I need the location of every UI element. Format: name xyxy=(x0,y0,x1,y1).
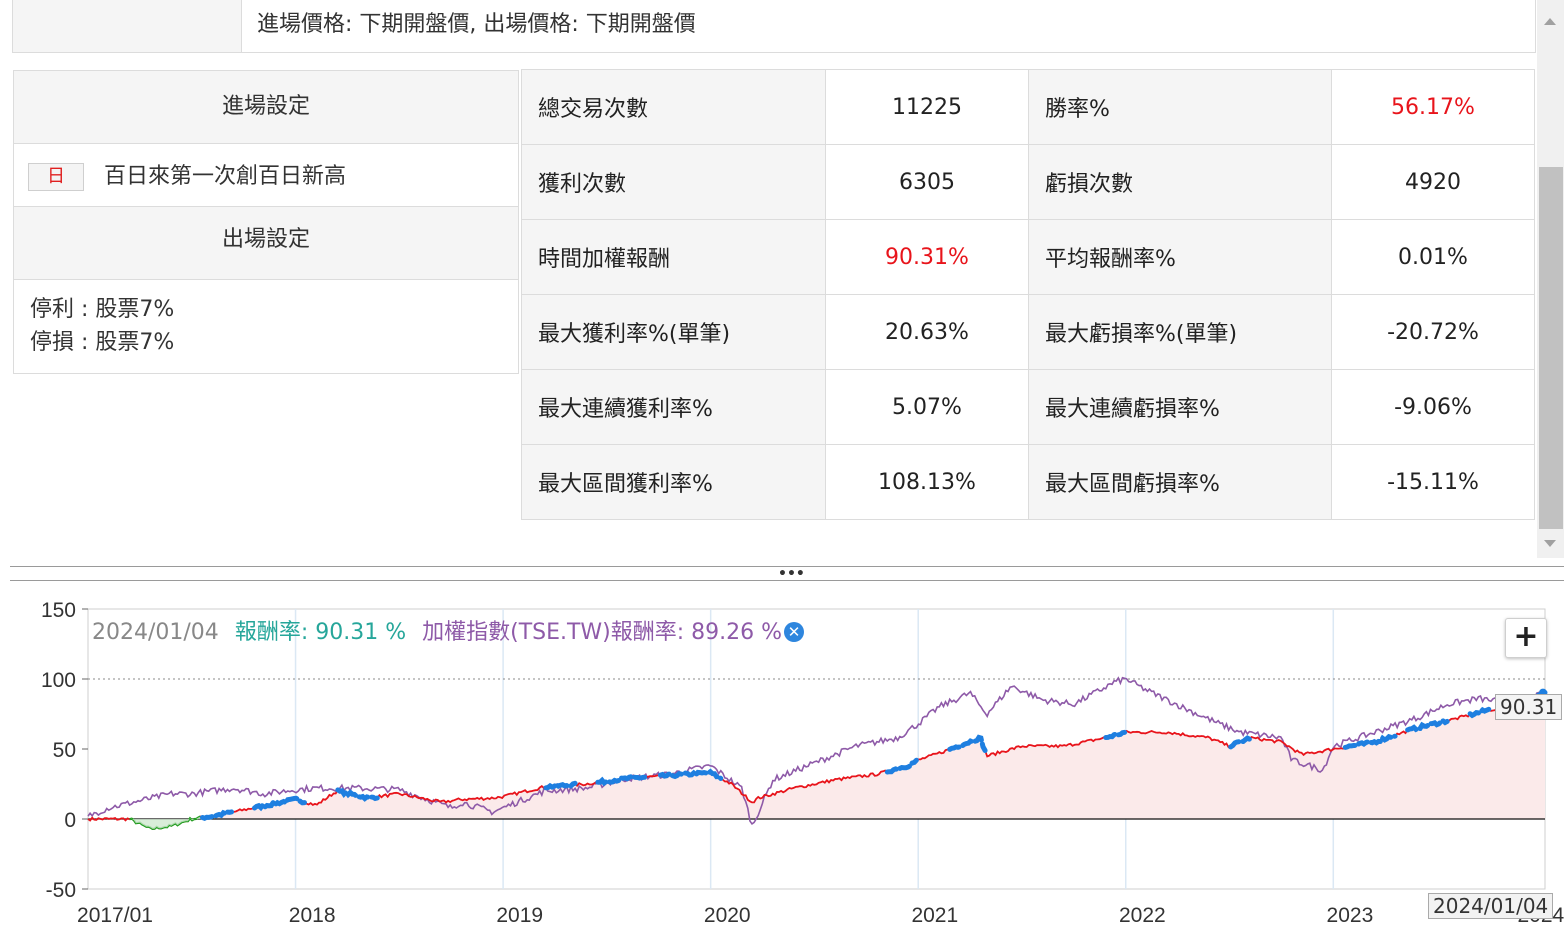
exit-settings-header: 出場設定 xyxy=(14,206,518,280)
stat-value: 0.01% xyxy=(1331,219,1535,295)
y-tick-label: 50 xyxy=(53,739,76,762)
take-profit-text: 停利 : 股票7% xyxy=(30,297,175,322)
splitter-handle-icon[interactable]: ••• xyxy=(778,566,805,582)
crosshair-date-label: 2024/01/04 xyxy=(1428,893,1554,919)
stat-label: 最大區間虧損率% xyxy=(1028,444,1332,520)
close-legend-icon[interactable]: ✕ xyxy=(784,622,805,642)
stat-label: 最大虧損率%(單筆) xyxy=(1028,294,1332,370)
stat-value: 5.07% xyxy=(825,369,1029,445)
legend-index-return: 加權指數(TSE.TW)報酬率: 89.26 % xyxy=(422,620,783,645)
holding-period-segment xyxy=(1467,706,1492,719)
x-tick-label: 2019 xyxy=(496,904,543,927)
x-tick-label: 2017/01 xyxy=(77,904,153,927)
index-return-line xyxy=(87,676,1546,826)
y-tick-label: 100 xyxy=(41,669,76,692)
y-tick-label: 0 xyxy=(64,809,76,832)
scroll-down-arrow-icon[interactable] xyxy=(1544,540,1556,547)
stat-value: -20.72% xyxy=(1331,294,1535,370)
entry-settings-header: 進場設定 xyxy=(14,71,518,144)
stats-row: 總交易次數 11225 勝率% 56.17% xyxy=(521,69,1535,145)
stat-label: 虧損次數 xyxy=(1028,144,1332,220)
stats-row: 最大連續獲利率% 5.07% 最大連續虧損率% -9.06% xyxy=(521,369,1535,445)
stat-value: 20.63% xyxy=(825,294,1029,370)
stat-value: 90.31% xyxy=(825,219,1029,295)
stat-value: 11225 xyxy=(825,69,1029,145)
x-tick-label: 2020 xyxy=(704,904,751,927)
x-tick-label: 2022 xyxy=(1119,904,1166,927)
holding-period-segment xyxy=(947,734,988,753)
stat-label: 最大獲利率%(單筆) xyxy=(521,294,826,370)
stat-label: 平均報酬率% xyxy=(1028,219,1332,295)
backtest-stats-table: 總交易次數 11225 勝率% 56.17% 獲利次數 6305 虧損次數 4920 時間加權報… xyxy=(521,69,1535,520)
price-setting-blank-cell xyxy=(13,0,242,52)
holding-period-segment xyxy=(543,780,578,791)
stat-label: 最大連續獲利率% xyxy=(521,369,826,445)
plot-area xyxy=(87,608,1546,890)
stat-value: -9.06% xyxy=(1331,369,1535,445)
holding-period-segment xyxy=(1228,735,1252,750)
holding-period-segment xyxy=(1103,729,1128,740)
daily-frequency-badge: 日 xyxy=(28,163,84,191)
stat-label: 最大連續虧損率% xyxy=(1028,369,1332,445)
x-tick-label: 2021 xyxy=(911,904,958,927)
stat-value: 6305 xyxy=(825,144,1029,220)
price-setting-row: 進場價格: 下期開盤價, 出場價格: 下期開盤價 xyxy=(12,0,1536,53)
strategy-settings-panel: 進場設定 日 百日來第一次創百日新高 出場設定 停利 : 股票7% 停損 : 股… xyxy=(13,70,519,374)
stat-label: 獲利次數 xyxy=(521,144,826,220)
scrollbar-thumb[interactable] xyxy=(1539,167,1563,529)
entry-condition-text: 百日來第一次創百日新高 xyxy=(104,164,347,189)
entry-condition-row[interactable]: 日 百日來第一次創百日新高 xyxy=(14,144,518,205)
scroll-up-arrow-icon[interactable] xyxy=(1544,18,1556,25)
x-tick-label: 2023 xyxy=(1327,904,1374,927)
stat-value: -15.11% xyxy=(1331,444,1535,520)
holding-period-segment xyxy=(200,809,235,822)
holding-period-segment xyxy=(1405,718,1450,733)
strategy-area-fill xyxy=(88,692,1545,819)
y-tick-label: 150 xyxy=(41,599,76,622)
holding-period-segment xyxy=(252,795,307,812)
drawdown-fill xyxy=(129,816,201,829)
chart-legend: 2024/01/04 報酬率: 90.31 % 加權指數(TSE.TW)報酬率: 8… xyxy=(92,614,805,646)
splitter-bottom-border xyxy=(10,580,1564,581)
stats-row: 時間加權報酬 90.31% 平均報酬率% 0.01% xyxy=(521,219,1535,295)
stat-label: 勝率% xyxy=(1028,69,1332,145)
stat-label: 總交易次數 xyxy=(521,69,826,145)
stats-row: 最大獲利率%(單筆) 20.63% 最大虧損率%(單筆) -20.72% xyxy=(521,294,1535,370)
stats-row: 獲利次數 6305 虧損次數 4920 xyxy=(521,144,1535,220)
y-tick-label: -50 xyxy=(46,879,76,902)
holding-period-segment xyxy=(884,757,919,775)
stats-row: 最大區間獲利率% 108.13% 最大區間虧損率% -15.11% xyxy=(521,444,1535,520)
holding-period-segment xyxy=(595,774,651,787)
holding-period-segment xyxy=(657,768,724,781)
last-value-label: 90.31 xyxy=(1495,694,1563,720)
stat-value: 56.17% xyxy=(1331,69,1535,145)
x-tick-label: 2018 xyxy=(289,904,336,927)
holding-period-segment xyxy=(1342,733,1398,750)
price-setting-text: 進場價格: 下期開盤價, 出場價格: 下期開盤價 xyxy=(257,12,696,37)
stat-label: 時間加權報酬 xyxy=(521,219,826,295)
legend-date: 2024/01/04 xyxy=(92,620,219,645)
holding-period-segment xyxy=(335,787,380,802)
stat-label: 最大區間獲利率% xyxy=(521,444,826,520)
strategy-return-line xyxy=(87,691,1546,830)
stat-value: 4920 xyxy=(1331,144,1535,220)
zoom-in-button[interactable]: + xyxy=(1505,618,1547,658)
stat-value: 108.13% xyxy=(825,444,1029,520)
splitter-top-border xyxy=(10,566,1564,567)
exit-conditions: 停利 : 股票7% 停損 : 股票7% xyxy=(30,293,174,359)
stop-loss-text: 停損 : 股票7% xyxy=(30,330,175,355)
legend-strategy-return: 報酬率: 90.31 % xyxy=(234,620,407,645)
